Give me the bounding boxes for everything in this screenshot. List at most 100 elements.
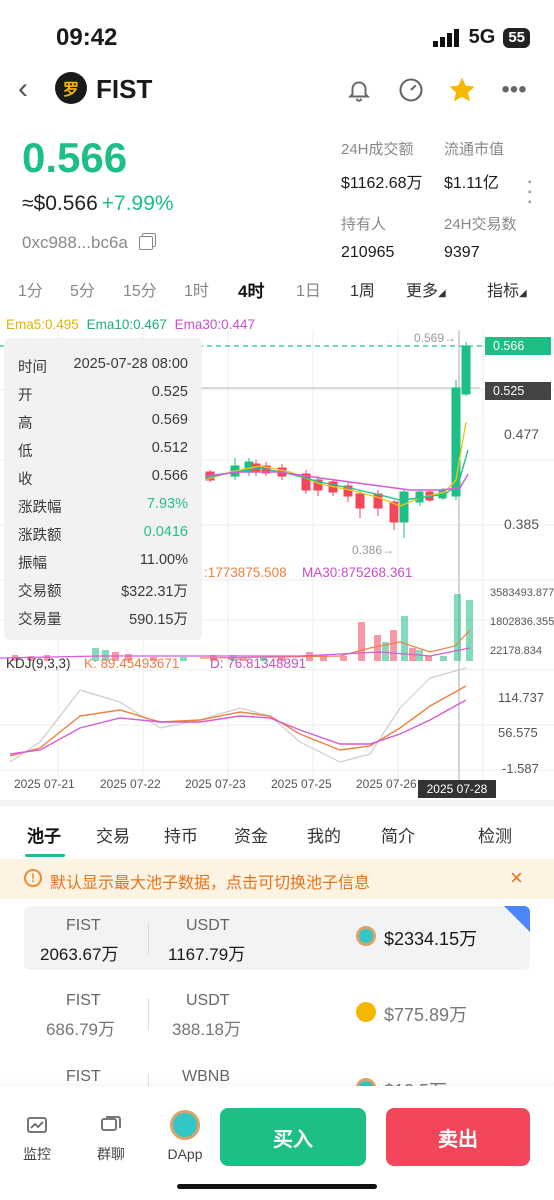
pool-notice[interactable]: ! 默认显示最大池子数据，点击可切换池子信息 × [0, 859, 554, 899]
pool-row[interactable]: FIST 2063.67万 USDT 1167.79万 $2334.15万 [24, 906, 530, 970]
tt-value: 7.93% [146, 496, 188, 512]
signal-icon [432, 28, 459, 47]
stat-marketcap: 流通市值 $1.11亿 [444, 138, 504, 193]
notice-text: 默认显示最大池子数据，点击可切换池子信息 [50, 875, 371, 892]
tf-1m[interactable]: 1分 [18, 283, 43, 300]
candle-tooltip: 时间 2025-07-28 08:00 开 0.525 高 0.569 低 0.512 … [4, 338, 202, 640]
vol-axis-top: 3583493.877 [490, 587, 554, 599]
high-mark: 0.569→ [414, 331, 456, 345]
date-label: 2025 07-21 [14, 777, 75, 791]
kdj-d-line [9, 699, 467, 755]
tab-funds[interactable]: 资金 [234, 827, 268, 846]
tf-1d[interactable]: 1日 [296, 283, 321, 300]
tf-5m[interactable]: 5分 [70, 283, 95, 300]
nav-dapp[interactable]: DApp [160, 1110, 210, 1162]
tooltip-close: 收 0.566 [18, 468, 188, 489]
tt-value: 0.566 [151, 468, 188, 484]
tooltip-amplitude: 振幅 11.00% [18, 552, 188, 573]
caret-icon: ◢ [438, 288, 446, 299]
pool-row[interactable]: FIST 686.79万 USDT 388.18万 $775.89万 [24, 982, 530, 1046]
kdj-axis-mid: 56.575 [498, 725, 538, 740]
tf-15m[interactable]: 15分 [123, 283, 157, 300]
kdj-k-line [9, 685, 467, 757]
token-title: FIST [96, 74, 153, 104]
tab-trades[interactable]: 交易 [96, 827, 130, 846]
buy-button[interactable]: 买入 [220, 1108, 366, 1166]
address-text: 0xc988...bc6a [22, 233, 128, 252]
pool-amt2: 388.18万 [172, 1020, 241, 1039]
tt-value: 590.15万 [129, 612, 188, 628]
kdj-j-line [9, 667, 467, 763]
gauge-icon[interactable] [395, 74, 427, 106]
dapp-icon [170, 1110, 200, 1140]
fist-swap-icon [356, 1002, 376, 1022]
chat-icon [101, 1116, 121, 1131]
ema-legend: Ema5:0.495 Ema10:0.467 Ema30:0.447 [6, 317, 255, 332]
status-indicators: 5G 55 [432, 26, 530, 49]
cursor-date: 2025 07-28 [418, 780, 496, 798]
price-change: +7.99% [101, 192, 174, 215]
tt-label: 涨跌幅 [18, 500, 62, 516]
stat-volume: 24H成交额 $1162.68万 [341, 138, 423, 193]
tab-holders[interactable]: 持币 [164, 827, 198, 846]
token-logo: 罗 [55, 72, 87, 104]
current-price: 0.566 [22, 134, 128, 181]
tt-label: 收 [18, 472, 33, 488]
kdj-axis-top: 114.737 [498, 690, 544, 705]
pool-divider [148, 922, 149, 954]
tab-mine[interactable]: 我的 [307, 827, 341, 846]
copy-icon[interactable] [138, 236, 153, 250]
tt-value: 2025-07-28 08:00 [73, 356, 189, 372]
tt-value: 0.512 [151, 440, 188, 456]
nav-monitor[interactable]: 监控 [12, 1114, 62, 1164]
caret-icon: ◢ [519, 288, 527, 299]
pool-amt2: 1167.79万 [168, 945, 246, 964]
close-icon[interactable]: × [510, 865, 523, 890]
nav-chat[interactable]: 群聊 [86, 1114, 136, 1164]
stat-txcount: 24H交易数 9397 [444, 213, 517, 262]
pool-divider [148, 998, 149, 1030]
stat-value: 9397 [444, 244, 480, 261]
tt-label: 交易额 [18, 584, 62, 600]
tooltip-time: 时间 2025-07-28 08:00 [18, 356, 188, 377]
more-icon[interactable]: ••• [501, 76, 527, 103]
vol-axis-mid: 1802836.355 [490, 616, 554, 628]
ema5-label: Ema5:0.495 [6, 317, 79, 332]
kline-chart[interactable]: 0.569→ 0.386→ 0.477 0.385 :1773875.508 M… [0, 330, 554, 800]
stat-label: 24H成交额 [341, 141, 414, 158]
ema10-line [204, 449, 469, 501]
tf-1w[interactable]: 1周 [350, 283, 375, 300]
stat-label: 24H交易数 [444, 216, 517, 233]
ema30-line [204, 471, 469, 491]
price-usd-value: ≈$0.566 [22, 192, 98, 215]
tf-4h[interactable]: 4时 [238, 282, 265, 301]
sell-button[interactable]: 卖出 [386, 1108, 530, 1166]
network-label: 5G [468, 26, 496, 48]
tab-check[interactable]: 检测 [478, 827, 512, 846]
tf-1h[interactable]: 1时 [184, 283, 209, 300]
contract-address[interactable]: 0xc988...bc6a [22, 233, 153, 253]
tt-label: 时间 [18, 360, 47, 376]
tooltip-low: 低 0.512 [18, 440, 188, 461]
tt-label: 低 [18, 444, 33, 460]
tab-pool[interactable]: 池子 [27, 827, 61, 846]
star-icon[interactable] [446, 74, 478, 106]
date-label: 2025 07-23 [185, 777, 246, 791]
axis-label-385: 0.385 [504, 516, 539, 532]
tt-label: 振幅 [18, 556, 47, 572]
monitor-icon [27, 1117, 47, 1133]
stats-more-icon[interactable]: · · · [526, 168, 534, 213]
vol-ma-label: :1773875.508 [204, 565, 287, 580]
back-button[interactable]: ‹ [18, 72, 28, 105]
tt-value: 0.525 [151, 384, 188, 400]
bell-icon[interactable] [343, 74, 375, 106]
tf-indicators[interactable]: 指标◢ [487, 277, 527, 301]
stat-value: 210965 [341, 244, 395, 261]
pool-sym1: FIST [66, 1068, 101, 1085]
tt-label: 开 [18, 388, 33, 404]
stat-label: 持有人 [341, 216, 387, 233]
volume-ma30-line [0, 647, 471, 659]
tab-intro[interactable]: 简介 [381, 827, 415, 846]
section-divider [0, 800, 554, 806]
tf-more[interactable]: 更多◢ [406, 277, 446, 301]
